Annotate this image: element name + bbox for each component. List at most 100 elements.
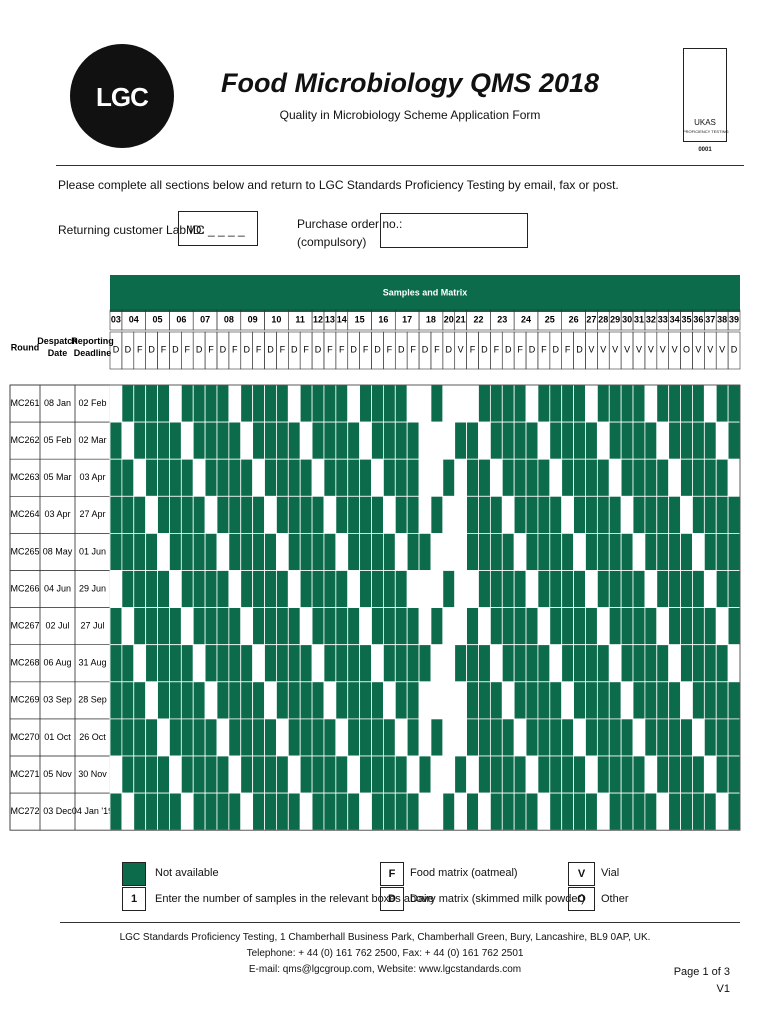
lab-id-box[interactable] bbox=[178, 211, 258, 246]
cell bbox=[180, 792, 194, 831]
cell bbox=[668, 421, 681, 460]
cell bbox=[371, 570, 384, 608]
sample-number: 26 bbox=[569, 314, 579, 324]
cell bbox=[644, 755, 658, 794]
matrix-code: V bbox=[648, 344, 654, 354]
cell bbox=[573, 570, 586, 608]
cell bbox=[109, 570, 123, 608]
matrix-code: D bbox=[422, 344, 429, 354]
cell bbox=[466, 718, 479, 757]
cell bbox=[359, 532, 372, 571]
sample-number: 21 bbox=[456, 314, 466, 324]
cell bbox=[264, 755, 277, 794]
cell bbox=[703, 495, 717, 534]
sample-number: 36 bbox=[693, 314, 703, 324]
cell bbox=[668, 681, 681, 720]
legend-f: Food matrix (oatmeal) bbox=[410, 867, 518, 879]
cell bbox=[299, 495, 313, 534]
cell bbox=[109, 718, 123, 757]
po-box[interactable] bbox=[380, 213, 528, 248]
cell bbox=[501, 384, 515, 423]
cell bbox=[264, 495, 277, 534]
cell bbox=[620, 570, 634, 608]
cell bbox=[394, 421, 408, 460]
cell bbox=[228, 755, 242, 794]
cell bbox=[549, 458, 563, 497]
cell bbox=[276, 718, 289, 757]
cell bbox=[442, 570, 456, 608]
cell bbox=[525, 532, 539, 571]
cell bbox=[169, 644, 182, 683]
cell bbox=[668, 644, 681, 683]
cell bbox=[264, 607, 277, 646]
cell bbox=[454, 532, 468, 571]
cell bbox=[501, 681, 515, 720]
matrix-code: F bbox=[494, 344, 500, 354]
cell bbox=[311, 458, 325, 497]
cell bbox=[418, 681, 432, 720]
cell bbox=[501, 607, 515, 646]
cell bbox=[216, 607, 230, 646]
sample-number: 06 bbox=[176, 314, 186, 324]
cell bbox=[537, 607, 551, 646]
cell bbox=[703, 532, 717, 571]
cell bbox=[561, 644, 574, 683]
cell bbox=[299, 718, 313, 757]
cell bbox=[478, 532, 491, 571]
cell bbox=[109, 421, 123, 460]
date: 08 Jan bbox=[44, 398, 71, 408]
cell bbox=[561, 792, 574, 831]
cell bbox=[632, 681, 646, 720]
cell bbox=[382, 570, 396, 608]
logo bbox=[70, 44, 174, 148]
cell bbox=[276, 421, 289, 460]
date: 27 Jul bbox=[80, 621, 104, 631]
cell bbox=[632, 421, 646, 460]
cell bbox=[430, 755, 444, 794]
cell bbox=[371, 644, 384, 683]
cell bbox=[240, 792, 254, 831]
cell bbox=[157, 458, 170, 497]
cell bbox=[585, 644, 598, 683]
cell bbox=[573, 755, 586, 794]
date: 04 Jun bbox=[44, 583, 71, 593]
cell bbox=[466, 384, 479, 423]
cell bbox=[252, 532, 265, 571]
cell bbox=[692, 607, 705, 646]
cell bbox=[347, 644, 361, 683]
po-note: (compulsory) bbox=[297, 235, 367, 249]
cell bbox=[585, 570, 598, 608]
cell bbox=[430, 718, 444, 757]
cell bbox=[680, 458, 693, 497]
cell bbox=[228, 532, 242, 571]
cell bbox=[157, 384, 170, 423]
cell bbox=[489, 421, 503, 460]
cell bbox=[442, 458, 456, 497]
cell bbox=[692, 644, 705, 683]
cell bbox=[680, 570, 693, 608]
cell bbox=[133, 458, 147, 497]
cell bbox=[513, 755, 527, 794]
cell bbox=[680, 532, 693, 571]
date: 30 Nov bbox=[78, 769, 107, 779]
cell bbox=[311, 644, 325, 683]
cell bbox=[703, 607, 717, 646]
cell bbox=[109, 458, 123, 497]
cell bbox=[192, 495, 206, 534]
lab-id-value: MC _ _ _ _ bbox=[186, 223, 245, 237]
cell bbox=[371, 495, 384, 534]
cell bbox=[501, 792, 515, 831]
ukas-sub: PROFICIENCY TESTING bbox=[683, 129, 729, 134]
cell bbox=[525, 384, 539, 423]
round: MC267 bbox=[10, 621, 39, 631]
cell bbox=[668, 718, 681, 757]
cell bbox=[549, 495, 563, 534]
cell bbox=[406, 718, 420, 757]
cell bbox=[252, 644, 265, 683]
date: 03 Apr bbox=[79, 472, 105, 482]
cell bbox=[145, 570, 158, 608]
cell bbox=[240, 532, 254, 571]
cell bbox=[644, 421, 658, 460]
cell bbox=[240, 458, 254, 497]
cell bbox=[216, 421, 230, 460]
